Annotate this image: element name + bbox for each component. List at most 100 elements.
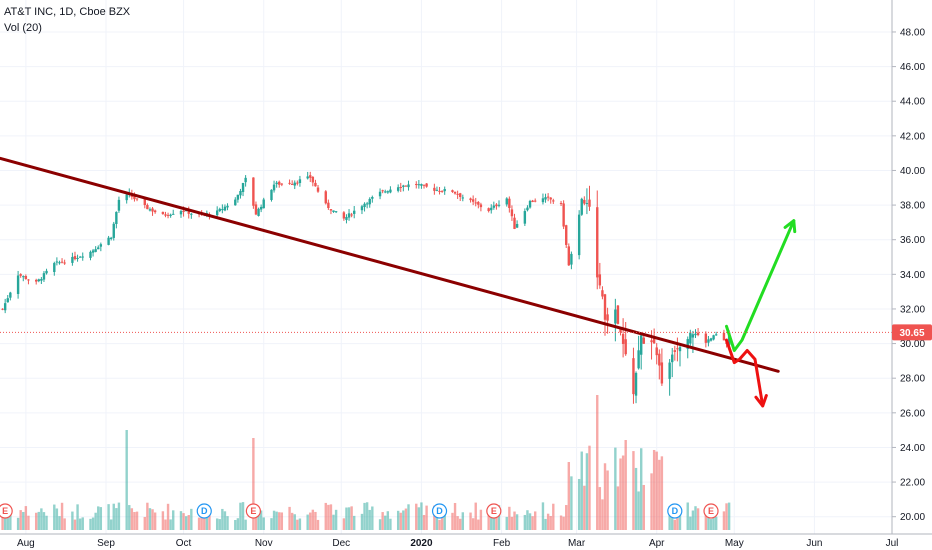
volume-bar (135, 511, 139, 530)
volume-bar (275, 511, 278, 530)
candle-body (570, 253, 573, 265)
candlestick-series (1, 171, 731, 404)
volume-bar (254, 507, 258, 530)
volume-bar (531, 516, 534, 530)
candle-body (97, 247, 100, 250)
candle-body (552, 200, 555, 202)
symbol-title[interactable]: AT&T INC, 1D, Cboe BZX (4, 6, 131, 18)
candle-body (671, 354, 674, 363)
volume-indicator-label[interactable]: Vol (20) (4, 22, 42, 34)
candle-body (19, 274, 22, 276)
candle-body (166, 214, 170, 216)
volume-bar (262, 517, 265, 530)
candle-body (73, 256, 77, 260)
trendline[interactable] (0, 156, 780, 373)
volume-bar (704, 514, 708, 530)
candle-body (99, 244, 103, 247)
time-axis[interactable]: Aug Sep Oct Nov Dec 2020 Feb Mar Apr May Jun Jul (0, 533, 932, 549)
candle-body (329, 209, 333, 211)
bullish-arrow[interactable] (725, 219, 796, 352)
candle-body (562, 203, 565, 227)
candle-body (495, 204, 498, 207)
candle-body (469, 198, 472, 201)
volume-bar (492, 509, 496, 530)
volume-bar (117, 502, 121, 530)
dividend-marker[interactable] (196, 503, 212, 519)
dividend-marker[interactable] (431, 503, 448, 519)
bearish-arrow[interactable] (725, 338, 765, 408)
volume-bar (40, 508, 43, 530)
earnings-marker[interactable] (0, 503, 13, 519)
candle-body (598, 274, 602, 286)
volume-bar (288, 506, 291, 530)
candle-body (109, 237, 113, 239)
volume-bar (471, 518, 475, 530)
candle-body (707, 339, 710, 343)
candle-body (456, 193, 459, 195)
last-price-tag[interactable] (892, 324, 932, 341)
candle-body (244, 177, 247, 183)
x-tick-label: Apr (649, 538, 665, 549)
earnings-marker[interactable] (486, 503, 502, 519)
candle-body (81, 256, 84, 258)
candle-body (443, 189, 446, 192)
bullish-arrow-head[interactable] (783, 219, 797, 234)
candle-body (404, 185, 408, 187)
volume-bar (402, 510, 405, 530)
volume-bar (226, 516, 229, 530)
chart-drawings[interactable] (0, 156, 797, 408)
candle-body (316, 187, 320, 192)
y-tick-label: 48.00 (900, 27, 925, 38)
volume-bar (63, 518, 66, 530)
volume-bar (495, 510, 498, 530)
candle-body (596, 207, 599, 278)
candle-body (350, 214, 353, 216)
candle-body (477, 201, 480, 205)
candle-body (714, 334, 718, 336)
volume-bar (583, 485, 586, 530)
candle-body (280, 183, 284, 185)
dividend-marker[interactable] (667, 503, 683, 519)
volume-bar (324, 502, 327, 530)
candle-body (275, 182, 278, 185)
candle-body (89, 251, 92, 258)
candle-body (544, 197, 547, 200)
candle-body (381, 190, 384, 192)
volume-bar (404, 508, 408, 530)
price-axis[interactable]: 20.00 22.00 24.00 26.00 28.00 30.00 32.00 34.00… (891, 0, 932, 534)
volume-bar (329, 504, 333, 530)
volume-bar (459, 518, 462, 530)
volume-bar (694, 506, 697, 530)
bearish-arrow-head[interactable] (754, 394, 768, 408)
volume-bar (172, 510, 175, 530)
volume-bar (223, 511, 227, 530)
earnings-marker[interactable] (245, 503, 261, 519)
candle-body (151, 208, 154, 212)
volume-bar (60, 502, 64, 530)
volume-bar (541, 502, 545, 530)
volume-bar (19, 510, 22, 530)
volume-bar (153, 512, 157, 530)
candle-body (288, 182, 291, 184)
volume-bar (425, 505, 428, 530)
candle-body (125, 194, 128, 201)
candle-body (182, 210, 185, 212)
volume-bar (691, 510, 695, 530)
candle-body (624, 339, 627, 355)
volume-bar (16, 517, 20, 530)
candle-body (415, 184, 418, 186)
candle-body (668, 362, 671, 379)
candle-body (296, 182, 299, 184)
volume-bar (598, 487, 602, 530)
volume-bar (309, 512, 312, 530)
volume-bar (619, 458, 622, 530)
candle-body (528, 200, 532, 208)
candle-body (559, 202, 563, 204)
earnings-marker[interactable] (703, 503, 719, 519)
candle-body (652, 336, 656, 344)
volume-bar (420, 502, 423, 530)
y-tick-label: 44.00 (900, 97, 925, 108)
candle-body (94, 249, 97, 252)
